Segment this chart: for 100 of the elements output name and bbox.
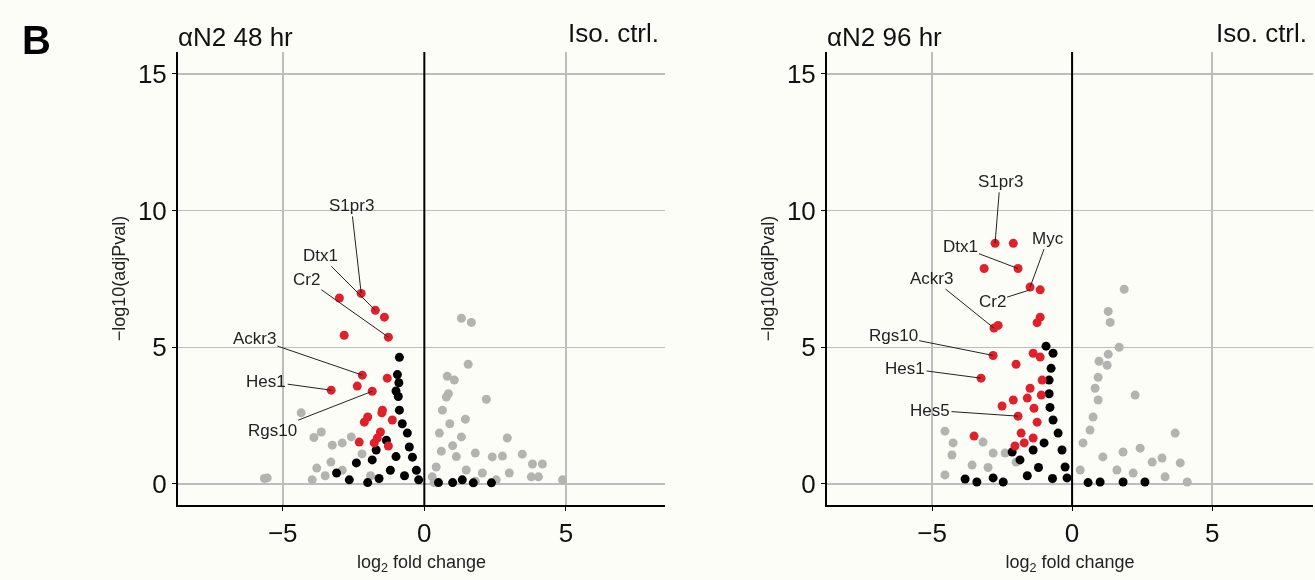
point <box>461 465 471 475</box>
point <box>359 417 369 427</box>
point <box>367 455 377 465</box>
point <box>1088 412 1098 422</box>
point <box>1060 462 1070 472</box>
point <box>346 432 356 442</box>
point <box>326 457 336 467</box>
annotation: Dtx1 <box>943 237 978 256</box>
point <box>1032 318 1042 328</box>
point <box>1057 445 1067 455</box>
point <box>1008 238 1018 248</box>
point <box>1033 463 1043 473</box>
point <box>394 352 404 362</box>
point <box>1130 390 1140 400</box>
point <box>434 428 444 438</box>
point <box>1085 425 1095 435</box>
point <box>1075 465 1085 475</box>
y-tick-label: 10 <box>786 195 816 226</box>
point <box>1037 375 1047 385</box>
x-tick-label: −5 <box>267 518 298 549</box>
point <box>466 317 476 327</box>
point <box>436 446 446 456</box>
point <box>1015 455 1025 465</box>
point <box>502 433 512 443</box>
point <box>1039 438 1049 448</box>
point <box>940 426 950 436</box>
point <box>470 448 480 458</box>
point <box>1114 342 1124 352</box>
point <box>363 478 373 488</box>
point <box>463 359 473 369</box>
point <box>1008 395 1018 405</box>
point <box>1011 359 1021 369</box>
point <box>370 305 380 315</box>
point <box>997 401 1007 411</box>
point <box>369 438 379 448</box>
point <box>404 442 414 452</box>
point <box>402 428 412 438</box>
point <box>1157 453 1167 463</box>
point <box>1028 445 1038 455</box>
point <box>1028 348 1038 358</box>
point <box>1035 285 1045 295</box>
point <box>1078 438 1088 448</box>
point <box>354 437 364 447</box>
point <box>967 460 977 470</box>
annotation: Hes1 <box>246 372 286 391</box>
y-tick-label: 0 <box>801 469 816 500</box>
point <box>1044 389 1054 399</box>
point <box>1010 441 1020 451</box>
point <box>537 459 547 469</box>
point <box>1103 306 1113 316</box>
point <box>391 452 401 462</box>
point <box>998 477 1008 487</box>
point <box>983 463 993 473</box>
y-tick-label: 0 <box>152 469 167 500</box>
point <box>457 475 467 485</box>
y-tick-label: 10 <box>137 195 167 226</box>
y-tick-label: 5 <box>801 332 816 363</box>
point <box>988 473 998 483</box>
point <box>1016 428 1026 438</box>
text: Iso. ctrl. <box>568 18 660 48</box>
point <box>993 320 1003 330</box>
point <box>1028 433 1038 443</box>
point <box>449 375 459 385</box>
text: Iso. ctrl. <box>1216 18 1308 48</box>
point <box>437 405 447 415</box>
point <box>357 449 367 459</box>
point <box>1046 363 1056 373</box>
point <box>497 451 507 461</box>
x-tick-label: 0 <box>417 518 432 549</box>
point <box>1048 348 1058 358</box>
point <box>1160 472 1170 482</box>
point <box>1093 372 1103 382</box>
point <box>1135 443 1145 453</box>
point <box>504 468 514 478</box>
point <box>1053 428 1063 438</box>
point <box>969 431 979 441</box>
point <box>960 474 970 484</box>
point <box>445 419 455 429</box>
point <box>979 264 989 274</box>
point <box>1105 317 1115 327</box>
chart-title: αN2 48 hr <box>178 22 294 53</box>
point <box>448 478 458 488</box>
point <box>1147 457 1157 467</box>
annotation: Myc <box>1032 229 1064 248</box>
point <box>1128 468 1138 478</box>
point <box>486 478 496 488</box>
point <box>1095 477 1105 487</box>
x-tick-label: 0 <box>1064 518 1080 549</box>
point <box>320 471 330 481</box>
point <box>1094 356 1104 366</box>
point <box>431 462 441 472</box>
point <box>972 477 982 487</box>
point <box>307 475 317 485</box>
point <box>1048 415 1058 425</box>
point <box>517 449 527 459</box>
point <box>477 468 487 478</box>
annotation: Ackr3 <box>910 269 954 288</box>
point <box>1140 477 1150 487</box>
annotation: Cr2 <box>979 292 1007 311</box>
point <box>1062 473 1072 483</box>
